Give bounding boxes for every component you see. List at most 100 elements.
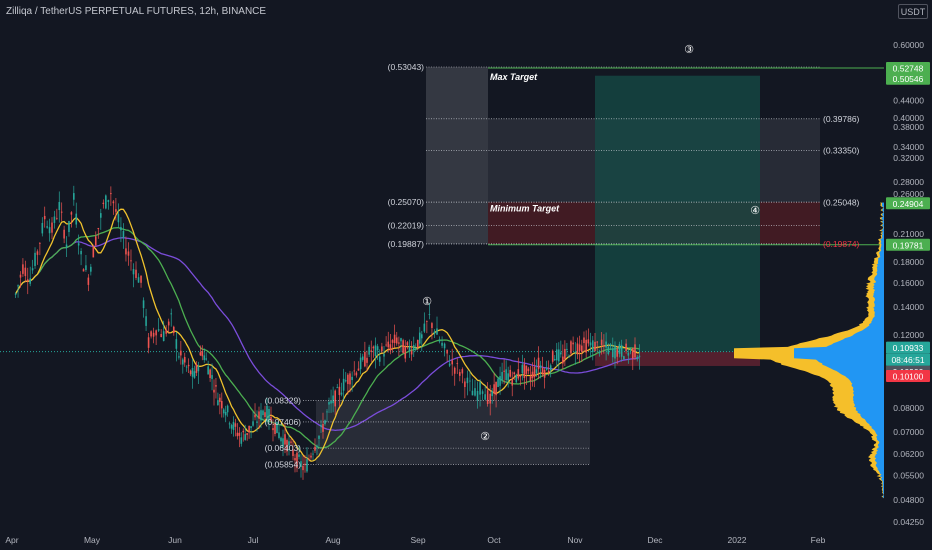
- candle-body: [300, 461, 302, 467]
- candle-body: [97, 228, 100, 230]
- candle-body: [603, 345, 605, 347]
- candle-body: [585, 339, 587, 353]
- candle-body: [276, 421, 278, 434]
- price-tick-label: 0.21000: [893, 229, 924, 239]
- candle-body: [180, 350, 182, 356]
- candle-body: [160, 333, 162, 337]
- fib-label-upper: (0.25070): [388, 197, 425, 207]
- candle-body: [24, 267, 27, 277]
- candle-body: [31, 268, 34, 271]
- candle-body: [431, 323, 433, 328]
- marker-number: ②: [480, 430, 490, 443]
- candle-body: [334, 390, 336, 407]
- candle-body: [207, 366, 209, 375]
- candle-body: [195, 364, 198, 373]
- candle-body: [448, 363, 451, 366]
- candle-body: [423, 323, 426, 332]
- candle-body: [320, 424, 322, 427]
- price-tick-label: 0.07000: [893, 427, 924, 437]
- ma-mid-line: [15, 226, 640, 449]
- candle-body: [172, 326, 175, 334]
- candle-body: [132, 269, 135, 275]
- candle-body: [284, 434, 286, 445]
- candle-body: [481, 391, 484, 394]
- candle-body: [416, 339, 419, 348]
- time-tick-label: Jul: [248, 535, 259, 545]
- candle-body: [41, 222, 44, 234]
- candle-body: [197, 366, 200, 372]
- price-tick-label: 0.60000: [893, 40, 924, 50]
- candle-body: [326, 411, 328, 413]
- price-tick-label: 0.04250: [893, 517, 924, 527]
- price-label-text: 0.50546: [893, 74, 924, 84]
- time-axis[interactable]: Apr May Jun Jul Aug Sep Oct Nov Dec 2022 Feb: [0, 530, 884, 550]
- candle-body: [85, 265, 87, 271]
- candle-body: [361, 356, 364, 360]
- time-tick-label: Nov: [567, 535, 583, 545]
- candle-body: [274, 423, 276, 435]
- candle-body: [100, 213, 102, 218]
- candle-body: [75, 213, 78, 225]
- candle-body: [505, 369, 507, 381]
- candle-body: [26, 279, 29, 282]
- candle-body: [428, 314, 431, 315]
- candle-body: [629, 348, 632, 350]
- candle-body: [306, 459, 308, 472]
- candle-body: [258, 411, 260, 419]
- candle-body: [627, 352, 630, 356]
- candle-body: [527, 368, 530, 372]
- candle-body: [187, 364, 190, 367]
- candle-body: [137, 277, 140, 283]
- candle-body: [421, 334, 423, 339]
- candle-body: [312, 453, 314, 455]
- candle-body: [242, 430, 245, 433]
- candle-body: [581, 345, 583, 352]
- candle-body: [364, 351, 366, 367]
- candle-body: [631, 348, 634, 359]
- price-tick-label: 0.14000: [893, 302, 924, 312]
- candle-body: [211, 375, 213, 379]
- candle-body: [503, 370, 505, 372]
- candle-body: [209, 369, 211, 379]
- candle-body: [501, 371, 503, 381]
- candle-body: [135, 269, 137, 278]
- candle-body: [19, 274, 22, 278]
- price-label-text: 0.52748: [893, 64, 924, 74]
- candle-body: [441, 342, 443, 346]
- candle-body: [539, 365, 542, 368]
- price-label-box: [886, 72, 930, 85]
- candle-body: [199, 352, 202, 356]
- candle-body: [304, 463, 306, 466]
- candle-body: [240, 437, 243, 444]
- fib-label-upper: (0.22019): [388, 220, 425, 230]
- candle-body: [203, 355, 206, 361]
- candle-body: [92, 246, 95, 258]
- fib-label-upper: (0.19874): [823, 239, 860, 249]
- candle-body: [127, 251, 130, 256]
- candle-body: [314, 446, 316, 451]
- candle-body: [191, 367, 194, 377]
- support-zone-box: [316, 400, 590, 465]
- candle-body: [270, 416, 272, 421]
- candle-body: [443, 343, 446, 349]
- candle-body: [349, 373, 351, 385]
- candle-body: [476, 390, 479, 401]
- candle-body: [598, 351, 601, 354]
- candle-body: [150, 331, 152, 337]
- time-tick-label: 2022: [728, 535, 747, 545]
- candle-body: [130, 260, 132, 262]
- candle-body: [308, 459, 310, 460]
- candle-body: [509, 369, 511, 377]
- price-label-box: [886, 341, 930, 354]
- candle-body: [310, 455, 312, 458]
- currency-selector[interactable]: USDT: [898, 4, 928, 19]
- candle-body: [519, 375, 522, 377]
- candle-body: [596, 341, 599, 343]
- candle-body: [545, 368, 548, 370]
- candle-body: [521, 364, 524, 374]
- candle-body: [17, 285, 19, 287]
- candle-body: [252, 421, 254, 426]
- candle-body: [589, 342, 592, 346]
